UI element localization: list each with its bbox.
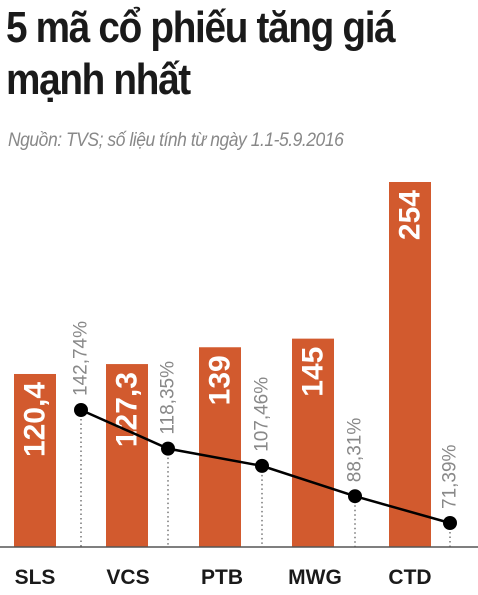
bar-value-label: 120,4 — [19, 382, 52, 457]
bar-value-label: 254 — [394, 190, 427, 240]
bar — [14, 373, 56, 547]
line-point — [255, 458, 269, 473]
category-label: PTB — [201, 566, 243, 589]
line-value-label: 71,39% — [440, 444, 461, 509]
bar-value-label: 145 — [297, 347, 330, 397]
chart-subtitle: Nguồn: TVS; số liệu tính từ ngày 1.1-5.9… — [8, 130, 344, 151]
line-point — [74, 403, 88, 417]
bar — [389, 182, 431, 547]
bar — [106, 364, 148, 547]
category-label: MWG — [288, 566, 342, 589]
category-label: SLS — [15, 566, 56, 589]
line-value-label: 107,46% — [252, 377, 273, 452]
bar-value-label: 139 — [204, 355, 237, 405]
category-label: CTD — [388, 566, 431, 589]
line-point — [443, 516, 457, 530]
bar — [199, 347, 241, 547]
line-value-label: 88,31% — [345, 418, 366, 483]
line-value-label: 142,74% — [71, 321, 92, 396]
line-point — [348, 489, 362, 504]
chart-title: 5 mã cổ phiếu tăng giá mạnh nhất — [6, 3, 396, 104]
line-value-label: 118,35% — [158, 361, 179, 435]
category-label: VCS — [106, 566, 149, 589]
bar — [292, 338, 334, 547]
line-point — [161, 441, 175, 456]
